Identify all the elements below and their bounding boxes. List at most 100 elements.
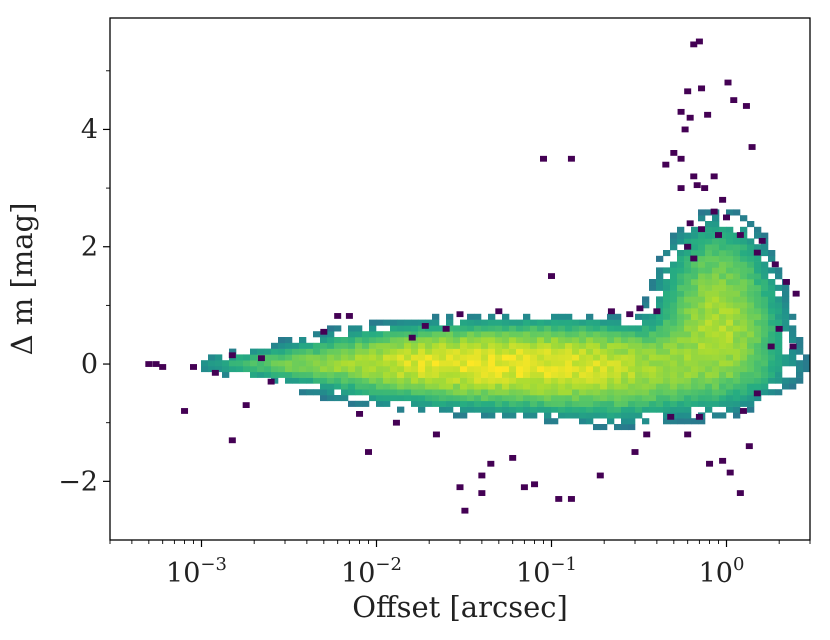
density-cell: [565, 348, 573, 355]
density-cell: [691, 395, 699, 402]
density-cell: [320, 383, 328, 390]
density-cell: [397, 383, 405, 390]
density-cell: [369, 354, 377, 361]
density-cell: [670, 342, 678, 349]
density-cell: [425, 319, 433, 326]
density-cell: [390, 342, 398, 349]
density-cell: [278, 354, 286, 361]
density-cell: [551, 377, 559, 384]
density-cell: [677, 284, 685, 291]
density-cell: [523, 348, 531, 355]
density-cell: [474, 371, 482, 378]
density-cell: [656, 325, 664, 332]
density-cell: [334, 354, 342, 361]
density-cell: [299, 389, 307, 396]
density-cell: [740, 279, 748, 286]
density-cell: [453, 354, 461, 361]
density-cell: [621, 342, 629, 349]
density-cell: [334, 348, 342, 355]
density-cell: [572, 412, 580, 419]
density-cell: [558, 371, 566, 378]
density-cell: [474, 313, 482, 320]
outlier-cell: [693, 182, 701, 189]
density-cell: [544, 412, 552, 419]
density-cell: [677, 412, 685, 419]
density-cell: [348, 342, 356, 349]
density-cell: [614, 389, 622, 396]
density-cell: [635, 377, 643, 384]
density-cell: [376, 331, 384, 338]
outlier-cell: [684, 243, 692, 250]
density-cell: [761, 302, 769, 309]
density-cell: [299, 371, 307, 378]
density-cell: [754, 342, 762, 349]
density-cell: [656, 342, 664, 349]
density-cell: [712, 400, 720, 407]
density-cell: [614, 377, 622, 384]
density-cell: [271, 354, 279, 361]
density-cell: [446, 383, 454, 390]
density-cell: [733, 342, 741, 349]
density-cell: [656, 406, 664, 413]
density-cell: [719, 389, 727, 396]
outlier-cell: [228, 352, 236, 359]
density-cell: [691, 273, 699, 280]
density-cell: [663, 325, 671, 332]
density-cell: [705, 360, 713, 367]
outlier-cell: [607, 308, 615, 315]
density-cell: [418, 389, 426, 396]
density-cell: [684, 290, 692, 297]
density-cell: [586, 400, 594, 407]
density-cell: [600, 389, 608, 396]
density-cell: [754, 383, 762, 390]
outlier-cell: [626, 311, 634, 318]
density-cell: [628, 377, 636, 384]
density-cell: [537, 400, 545, 407]
density-cell: [712, 250, 720, 257]
density-cell: [635, 331, 643, 338]
density-cell: [369, 389, 377, 396]
density-cell: [474, 331, 482, 338]
outlier-cell: [792, 290, 800, 297]
density-cell: [726, 302, 734, 309]
density-cell: [509, 400, 517, 407]
density-cell: [740, 250, 748, 257]
density-cell: [775, 377, 783, 384]
density-cell: [229, 348, 237, 355]
density-cell: [649, 383, 657, 390]
density-cell: [628, 371, 636, 378]
density-cell: [572, 342, 580, 349]
density-cell: [628, 325, 636, 332]
density-cell: [726, 400, 734, 407]
density-cell: [516, 360, 524, 367]
density-cell: [551, 371, 559, 378]
density-cell: [670, 337, 678, 344]
density-cell: [320, 337, 328, 344]
density-cell: [551, 360, 559, 367]
density-cell: [656, 273, 664, 280]
density-cell: [670, 308, 678, 315]
density-cell: [628, 400, 636, 407]
density-cell: [775, 354, 783, 361]
density-cell: [404, 354, 412, 361]
density-cell: [383, 371, 391, 378]
density-cell: [670, 395, 678, 402]
density-cell: [663, 383, 671, 390]
density-cell: [565, 325, 573, 332]
density-cell: [383, 342, 391, 349]
density-cell: [698, 360, 706, 367]
density-cell: [544, 371, 552, 378]
density-cell: [551, 418, 559, 425]
density-cell: [488, 366, 496, 373]
density-cell: [460, 331, 468, 338]
density-cell: [684, 371, 692, 378]
outlier-cell: [636, 305, 644, 312]
density-cell: [397, 354, 405, 361]
density-cell: [733, 348, 741, 355]
density-cell: [698, 244, 706, 251]
density-cell: [544, 418, 552, 425]
density-cells: [201, 209, 811, 431]
density-cell: [726, 244, 734, 251]
density-cell: [691, 383, 699, 390]
density-cell: [719, 331, 727, 338]
